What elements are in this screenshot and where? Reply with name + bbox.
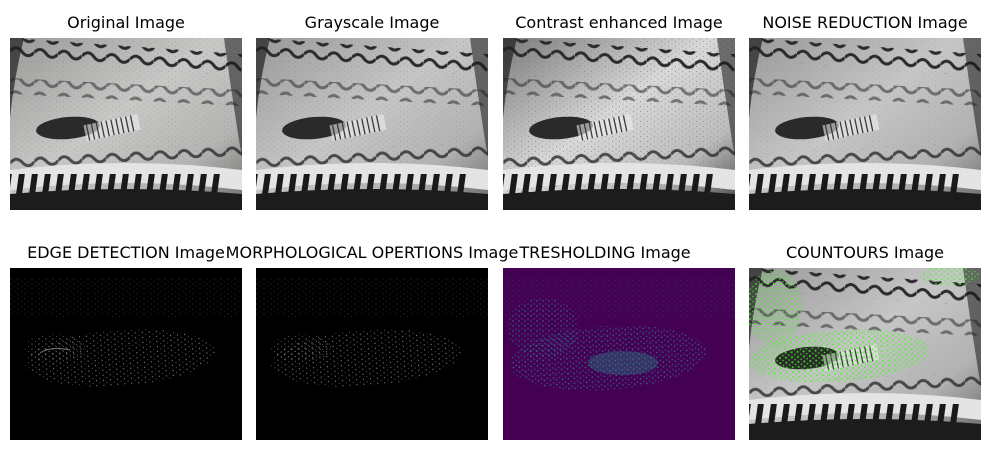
panel-title-edge-detection: EDGE DETECTION Image <box>27 243 225 262</box>
contours-image <box>749 268 981 440</box>
panel-title-contrast: Contrast enhanced Image <box>515 13 723 32</box>
morphological-operations-image <box>256 268 488 440</box>
panel-title-contours: COUNTOURS Image <box>786 243 944 262</box>
panel-title-grayscale: Grayscale Image <box>304 13 440 32</box>
contrast-enhanced-image <box>503 38 735 210</box>
noise-reduction-image <box>749 38 981 210</box>
panel-title-noise-reduction: NOISE REDUCTION Image <box>762 13 968 32</box>
panel-title-morphological: MORPHOLOGICAL OPERTIONS Image <box>225 243 519 262</box>
panel-title-thresholding: TRESHOLDING Image <box>519 243 691 262</box>
edge-detection-image <box>10 268 242 440</box>
thresholding-image <box>503 268 735 440</box>
grayscale-image <box>256 38 488 210</box>
panel-title-original: Original Image <box>67 13 185 32</box>
original-image <box>10 38 242 210</box>
